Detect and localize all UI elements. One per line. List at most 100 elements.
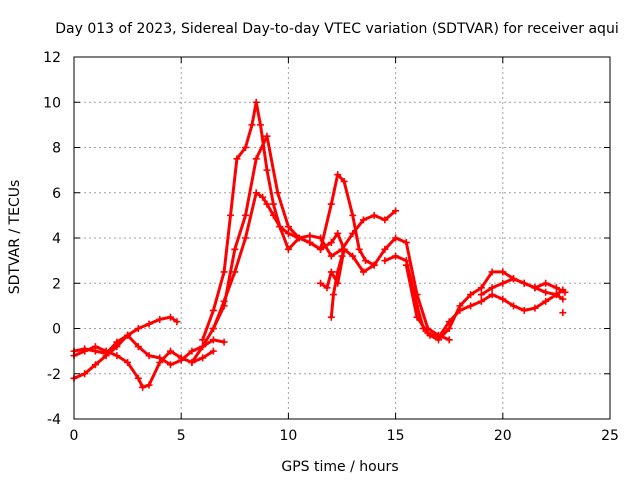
data-point: [402, 239, 410, 247]
data-point: [340, 177, 348, 185]
series-sat-k: [477, 275, 569, 299]
data-point: [242, 144, 250, 151]
x-tick-label: 10: [279, 428, 297, 444]
data-point: [531, 304, 539, 312]
data-point: [134, 325, 142, 332]
data-point: [156, 315, 164, 323]
data-point: [199, 343, 207, 351]
series-sat-f: [209, 132, 348, 332]
data-point: [252, 98, 260, 106]
data-point: [531, 284, 539, 292]
data-point: [166, 313, 174, 321]
data-point: [177, 356, 185, 364]
data-point: [520, 306, 528, 314]
data-point: [173, 318, 181, 326]
x-tick-label: 5: [177, 428, 186, 444]
data-point: [102, 349, 110, 357]
data-point: [499, 279, 507, 287]
data-point: [510, 302, 518, 310]
data-point: [467, 302, 475, 310]
data-point: [323, 284, 331, 292]
data-point: [188, 358, 196, 366]
data-point: [233, 155, 241, 163]
data-point: [381, 245, 389, 253]
data-point: [166, 347, 174, 355]
data-point: [284, 245, 292, 253]
data-point: [445, 336, 453, 344]
y-axis-title: SDTVAR / TECUs: [7, 180, 23, 295]
data-point: [542, 288, 550, 296]
data-point: [552, 284, 560, 292]
data-point: [220, 302, 228, 310]
series-sat-j: [402, 261, 567, 342]
series-trace: [479, 277, 567, 297]
data-point: [209, 336, 217, 344]
data-point: [329, 291, 337, 299]
data-point: [113, 352, 121, 360]
data-point: [81, 345, 89, 353]
data-point: [317, 279, 325, 287]
data-point: [242, 211, 250, 219]
data-point: [306, 232, 314, 240]
data-point: [561, 288, 569, 296]
data-point: [413, 313, 421, 321]
data-point: [220, 338, 228, 346]
x-axis-title: GPS time / hours: [281, 459, 398, 475]
series-trace: [329, 254, 344, 319]
data-point: [199, 336, 207, 344]
x-tick-label: 20: [494, 428, 512, 444]
data-point: [334, 268, 342, 276]
data-point: [145, 381, 153, 389]
data-point: [227, 211, 235, 219]
data-point: [392, 252, 400, 260]
data-point: [355, 245, 363, 253]
data-point: [231, 245, 239, 253]
data-point: [402, 261, 410, 269]
data-point: [349, 252, 357, 260]
data-point: [359, 268, 367, 276]
data-point: [263, 132, 271, 140]
data-point: [139, 383, 147, 391]
data-point: [359, 216, 367, 224]
data-point: [477, 297, 485, 305]
data-point: [276, 223, 284, 231]
series-sat-l: [559, 309, 567, 317]
data-point: [156, 354, 164, 362]
data-point: [392, 234, 400, 242]
data-point: [220, 268, 228, 276]
data-point: [166, 361, 174, 369]
y-tick-label: 8: [52, 141, 61, 157]
series-sat-g: [317, 245, 378, 292]
series-group: [70, 98, 569, 391]
series-trace: [211, 134, 346, 330]
y-tick-label: -4: [47, 412, 61, 428]
data-point: [274, 189, 282, 197]
series-sat-h: [327, 252, 346, 321]
data-point: [124, 358, 132, 366]
data-point: [327, 268, 335, 276]
data-point: [349, 211, 357, 219]
data-point: [445, 318, 453, 326]
data-point: [295, 234, 303, 242]
data-point: [134, 343, 142, 351]
data-point: [542, 297, 550, 305]
data-point: [209, 325, 217, 332]
data-point: [340, 245, 348, 253]
data-point: [306, 239, 314, 247]
series-trace: [404, 263, 565, 340]
y-tick-label: 4: [52, 231, 61, 247]
data-point: [252, 155, 260, 163]
data-point: [362, 257, 370, 265]
data-point: [284, 223, 292, 231]
data-point: [456, 306, 464, 314]
data-point: [327, 313, 335, 321]
series-trace: [190, 191, 398, 364]
tick-marks: [73, 56, 611, 420]
data-point: [381, 257, 389, 265]
x-tick-label: 0: [70, 428, 79, 444]
data-point: [81, 370, 89, 378]
x-tick-label: 15: [387, 428, 405, 444]
series-sat-a: [70, 313, 181, 382]
data-point: [334, 229, 342, 237]
data-point: [248, 121, 256, 129]
